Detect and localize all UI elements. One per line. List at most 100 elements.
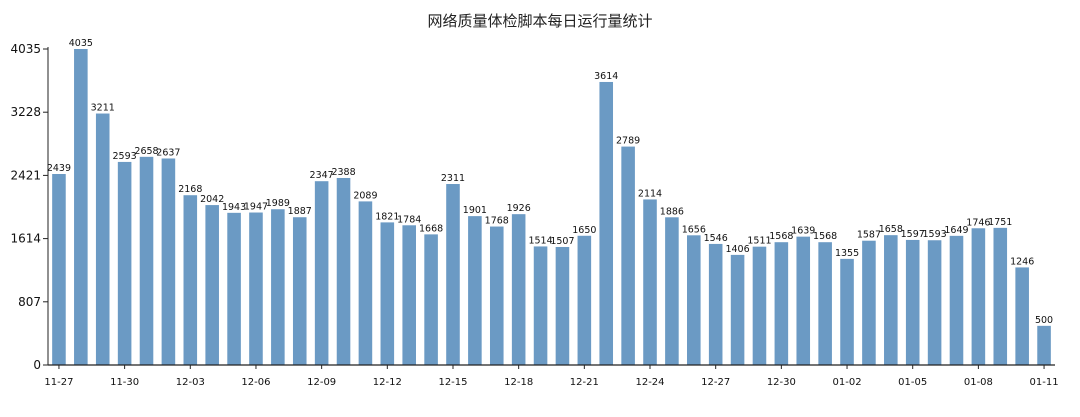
bar-11-28 (74, 49, 88, 365)
data-label: 1406 (725, 244, 749, 255)
bar-12-22 (599, 81, 614, 365)
x-tick-label: 12-18 (504, 377, 533, 388)
bar-12-01 (139, 156, 154, 365)
data-label: 3614 (594, 71, 618, 82)
bar-01-08 (971, 228, 986, 365)
data-label: 1886 (660, 206, 684, 217)
bar-12-17 (489, 226, 504, 365)
x-tick-label: 01-02 (833, 377, 862, 388)
x-tick-label: 12-21 (570, 377, 599, 388)
data-label: 1587 (857, 230, 881, 241)
data-label: 1639 (791, 226, 815, 237)
data-label: 1668 (419, 223, 443, 234)
y-tick-label: 807 (18, 295, 41, 309)
x-tick-label: 11-27 (44, 377, 73, 388)
bar-12-15 (446, 184, 460, 365)
y-tick-label: 4035 (10, 42, 41, 56)
bar-12-25 (665, 217, 679, 365)
y-tick-label: 0 (33, 358, 41, 372)
data-label: 1656 (682, 224, 706, 235)
bar-12-05 (227, 212, 241, 365)
bar-11-30 (117, 161, 132, 365)
x-tick-label: 12-06 (241, 377, 270, 388)
data-label: 1507 (550, 236, 574, 247)
data-label: 1514 (528, 235, 552, 246)
bar-12-11 (358, 201, 373, 365)
y-tick-label: 3228 (10, 105, 41, 119)
bar-12-18 (511, 214, 526, 365)
data-label: 1746 (966, 217, 990, 228)
bar-12-30 (774, 242, 789, 365)
bar-12-07 (271, 209, 285, 365)
bar-12-14 (424, 234, 438, 365)
bar-12-02 (161, 158, 176, 365)
y-tick-label: 2421 (10, 168, 41, 182)
y-tick-label: 1614 (10, 232, 41, 246)
bar-12-27 (708, 243, 723, 365)
bar-12-23 (621, 146, 635, 365)
bar-01-07 (949, 235, 964, 365)
bar-12-08 (292, 217, 307, 365)
data-label: 2168 (178, 184, 202, 195)
x-tick-label: 01-05 (898, 377, 927, 388)
bar-12-03 (183, 195, 198, 365)
x-tick-label: 12-24 (635, 377, 664, 388)
data-label: 3211 (91, 103, 115, 114)
bar-01-03 (862, 240, 876, 365)
x-tick-label: 12-15 (438, 377, 467, 388)
x-tick-label: 12-12 (373, 377, 402, 388)
data-label: 2658 (134, 146, 158, 157)
x-tick-label: 12-30 (767, 377, 796, 388)
bar-12-20 (555, 246, 570, 365)
data-label: 1597 (901, 229, 925, 240)
bar-01-11 (1037, 325, 1051, 365)
bar-12-06 (249, 212, 263, 365)
data-label: 2042 (200, 194, 224, 205)
data-label: 1926 (507, 203, 531, 214)
data-label: 1901 (463, 205, 487, 216)
bar-12-29 (752, 246, 767, 365)
data-label: 1943 (222, 202, 246, 213)
bar-12-21 (577, 235, 592, 365)
chart-title: 网络质量体检脚本每日运行量统计 (427, 12, 652, 30)
data-label: 1751 (988, 217, 1012, 228)
bar-11-29 (95, 113, 110, 366)
data-label: 1568 (769, 231, 793, 242)
data-label: 1658 (879, 224, 903, 235)
bar-01-05 (905, 239, 920, 365)
data-label: 4035 (69, 38, 93, 49)
bar-01-01 (818, 242, 832, 365)
data-label: 2593 (113, 151, 137, 162)
bar-12-04 (205, 205, 219, 365)
x-tick-label: 11-30 (110, 377, 139, 388)
bar-12-16 (468, 216, 482, 365)
bar-12-19 (533, 246, 548, 365)
data-label: 2114 (638, 188, 662, 199)
data-label: 1355 (835, 248, 859, 259)
data-label: 1887 (288, 206, 312, 217)
data-label: 1821 (375, 211, 399, 222)
bar-12-10 (336, 177, 351, 365)
x-tick-label: 01-11 (1030, 377, 1059, 388)
data-label: 2388 (331, 167, 355, 178)
data-label: 1649 (944, 225, 968, 236)
x-tick-label: 12-09 (307, 377, 336, 388)
data-label: 2347 (310, 170, 334, 181)
bar-12-28 (730, 254, 745, 365)
data-label: 1511 (747, 236, 771, 247)
bar-01-04 (884, 235, 898, 365)
data-label: 1568 (813, 231, 837, 242)
x-tick-label: 01-08 (964, 377, 993, 388)
data-label: 1650 (572, 225, 596, 236)
bar-12-24 (643, 199, 657, 365)
bar-12-12 (380, 222, 395, 365)
data-label: 1947 (244, 202, 268, 213)
data-label: 1768 (485, 216, 509, 227)
x-tick-label: 12-03 (176, 377, 205, 388)
data-label: 2311 (441, 173, 465, 184)
data-label: 2089 (353, 190, 377, 201)
data-label: 500 (1035, 315, 1053, 326)
